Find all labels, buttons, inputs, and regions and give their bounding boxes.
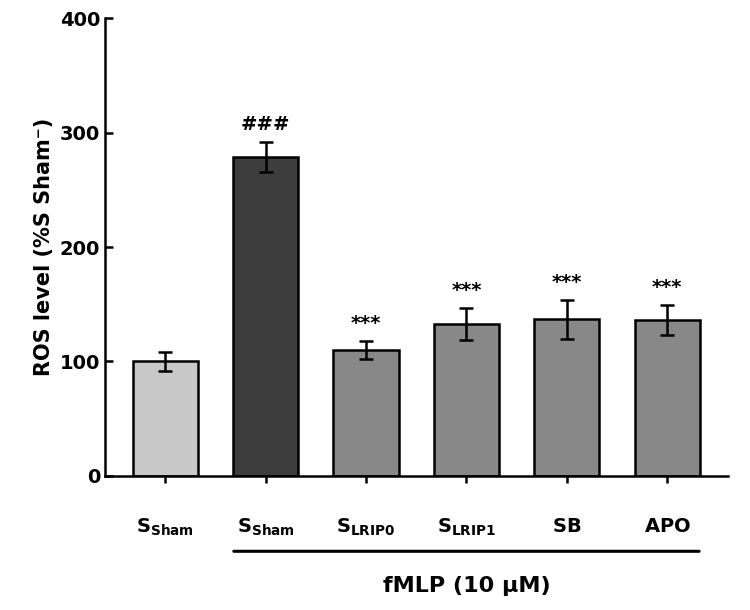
Text: ***: *** [552, 273, 582, 292]
Bar [433, 324, 499, 476]
Text: fMLP (10 μM): fMLP (10 μM) [382, 576, 550, 597]
Text: $\mathbf{S}_{\mathbf{Sham}}$: $\mathbf{S}_{\mathbf{Sham}}$ [136, 517, 194, 538]
Bar [634, 320, 700, 476]
Bar [334, 350, 399, 476]
Text: ***: *** [351, 314, 381, 333]
Text: ***: *** [652, 278, 682, 298]
Text: $\mathbf{SB}$: $\mathbf{SB}$ [552, 517, 581, 536]
Bar [233, 157, 298, 476]
Text: ***: *** [452, 281, 482, 300]
Text: $\mathbf{APO}$: $\mathbf{APO}$ [644, 517, 691, 536]
Text: $\mathbf{S}_{\mathbf{Sham}}$: $\mathbf{S}_{\mathbf{Sham}}$ [237, 517, 295, 538]
Text: $\mathbf{S}_{\mathbf{LRIP0}}$: $\mathbf{S}_{\mathbf{LRIP0}}$ [337, 517, 396, 538]
Text: $\mathbf{S}_{\mathbf{LRIP1}}$: $\mathbf{S}_{\mathbf{LRIP1}}$ [436, 517, 496, 538]
Y-axis label: ROS level (%S Sham⁻): ROS level (%S Sham⁻) [34, 118, 54, 376]
Text: ###: ### [241, 115, 290, 134]
Bar [133, 361, 198, 476]
Bar [534, 319, 599, 476]
